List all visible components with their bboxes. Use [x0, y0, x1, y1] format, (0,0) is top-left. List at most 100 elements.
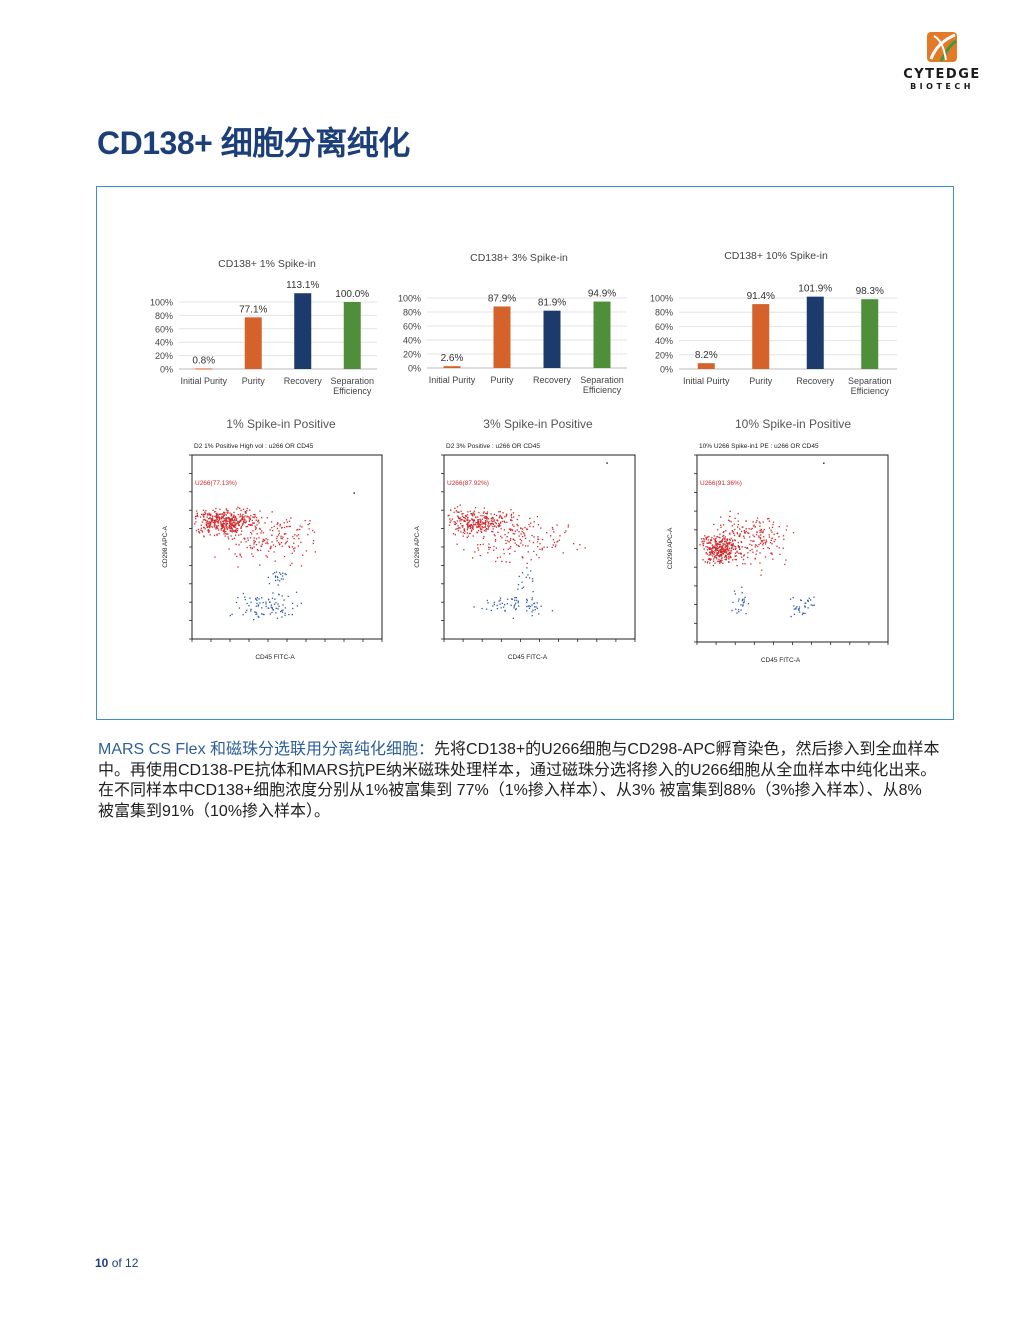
event-dot [247, 537, 249, 539]
event-dot [230, 515, 232, 517]
event-dot [768, 517, 770, 520]
category-label: Separation Efficiency [848, 376, 892, 396]
event-dot [768, 534, 770, 536]
event-dot [731, 525, 734, 527]
event-dot [479, 543, 482, 546]
event-dot [235, 519, 237, 522]
event-dot [469, 524, 471, 526]
event-dot [481, 607, 483, 610]
event-dot [536, 607, 539, 610]
event-dot [196, 515, 198, 518]
category-label: Separation Efficiency [330, 376, 374, 396]
event-dot [253, 537, 255, 539]
event-dot [235, 516, 237, 519]
event-dot [515, 608, 517, 611]
event-dot [711, 548, 713, 550]
event-dot [725, 551, 727, 553]
gate-label: U266(87.92%) [447, 480, 489, 487]
event-dot [737, 513, 739, 515]
event-dot [716, 544, 718, 547]
event-dot [224, 535, 226, 537]
event-dot [456, 543, 458, 545]
event-dot [290, 517, 292, 519]
event-dot [526, 528, 529, 530]
event-dot [223, 514, 225, 517]
event-dot [734, 593, 736, 595]
event-dot [778, 536, 780, 538]
event-dot [711, 551, 714, 553]
event-dot [468, 532, 471, 535]
bar-value-label: 87.9% [488, 293, 516, 304]
event-dot [745, 530, 747, 532]
event-dot [253, 539, 255, 542]
bar [593, 301, 611, 368]
event-dot [262, 538, 264, 540]
event-dot [521, 556, 523, 558]
event-dot [489, 546, 491, 549]
event-dot [712, 546, 714, 549]
event-dot [514, 604, 516, 606]
event-dot [718, 541, 720, 543]
event-dot [284, 607, 287, 609]
event-dot [550, 535, 552, 537]
event-dot [726, 553, 729, 555]
event-dot [493, 545, 495, 548]
event-dot [711, 544, 713, 546]
event-dot [772, 523, 774, 526]
event-dot [755, 553, 757, 555]
event-dot [262, 601, 264, 604]
event-dot [747, 552, 749, 554]
bar [752, 304, 770, 369]
event-dot [725, 530, 727, 532]
event-dot [714, 540, 717, 542]
event-dot [230, 523, 232, 526]
y-tick-label: 80% [403, 308, 421, 318]
event-dot [222, 524, 224, 526]
event-dot [213, 521, 215, 524]
event-dot [533, 536, 535, 538]
event-dot [518, 535, 520, 537]
event-dot [716, 547, 718, 549]
event-dot [283, 555, 286, 558]
event-dot [512, 516, 515, 518]
event-dot [267, 542, 269, 545]
event-dot [812, 604, 814, 607]
event-dot [579, 544, 581, 546]
category-label: Separation Efficiency [580, 375, 624, 395]
event-dot [493, 513, 496, 516]
event-dot [252, 555, 254, 557]
event-dot [719, 533, 721, 535]
event-dot [719, 545, 721, 547]
event-dot [256, 613, 258, 615]
event-dot [227, 520, 229, 522]
event-dot [492, 525, 494, 528]
event-dot [225, 523, 228, 525]
event-dot [761, 540, 764, 542]
event-dot [218, 532, 220, 535]
event-dot [211, 526, 214, 528]
bar [294, 293, 312, 369]
event-dot [234, 531, 236, 533]
event-dot [728, 558, 730, 560]
event-dot [204, 512, 207, 515]
event-dot [230, 522, 232, 524]
event-dot [532, 609, 534, 611]
event-dot [795, 608, 797, 610]
event-dot [284, 573, 286, 575]
event-dot [764, 556, 767, 558]
event-dot [273, 551, 275, 553]
event-dot [239, 553, 241, 555]
event-dot [495, 526, 498, 528]
bar-value-label: 0.8% [192, 355, 215, 366]
event-dot [207, 526, 209, 528]
event-dot [207, 523, 209, 525]
event-dot [218, 517, 220, 520]
event-dot [713, 538, 715, 540]
event-dot [736, 551, 738, 554]
event-dot [755, 544, 757, 547]
event-dot [738, 598, 740, 600]
event-dot [774, 538, 777, 541]
event-dot [760, 530, 762, 532]
y-tick-label: 60% [655, 322, 673, 332]
event-dot [237, 513, 239, 516]
